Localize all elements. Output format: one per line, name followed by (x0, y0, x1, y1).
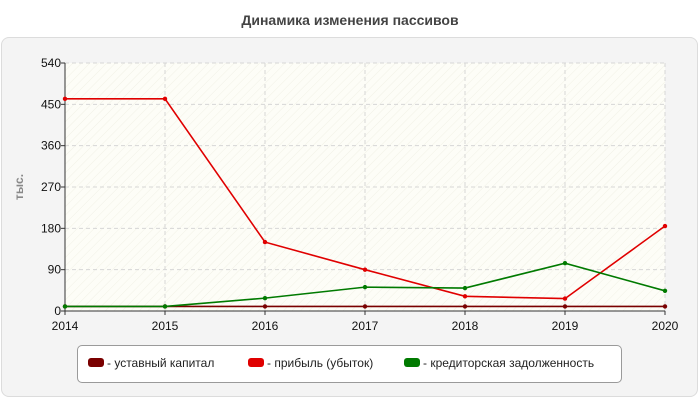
data-point (162, 304, 168, 309)
y-tick-label: 0 (54, 304, 61, 318)
x-tick-label: 2019 (552, 319, 579, 333)
y-tick-label: 450 (41, 97, 61, 111)
data-point (362, 304, 368, 309)
data-point (262, 304, 268, 309)
legend-label: - прибыль (убыток) (267, 356, 374, 370)
data-point (462, 294, 468, 299)
data-point (562, 304, 568, 309)
x-tick-label: 2020 (652, 319, 679, 333)
y-tick-label: 540 (41, 56, 61, 70)
y-tick-label: 270 (41, 180, 61, 194)
data-point (662, 223, 668, 229)
data-point (562, 296, 568, 301)
legend-item-kreditorskaya[interactable]: - кредиторская задолженность (404, 356, 594, 370)
data-point (562, 261, 568, 266)
legend-item-ustavny[interactable]: - уставный капитал (88, 356, 214, 370)
legend-label: - кредиторская задолженность (423, 356, 595, 370)
x-tick-label: 2014 (52, 319, 79, 333)
legend-item-pribyl[interactable]: - прибыль (убыток) (248, 356, 373, 370)
x-tick-label: 2018 (452, 319, 479, 333)
y-tick-label: 180 (41, 221, 61, 235)
data-point (62, 96, 68, 102)
y-tick-label: 360 (41, 139, 61, 153)
chart-legend: - уставный капитал - прибыль (убыток) - … (77, 345, 622, 383)
data-point (462, 304, 468, 309)
legend-swatch-icon (248, 358, 264, 368)
x-tick-label: 2015 (152, 319, 179, 333)
y-axis-label: тыс. (12, 174, 26, 200)
legend-swatch-icon (404, 358, 420, 368)
data-point (662, 304, 668, 309)
chart-title: Динамика изменения пассивов (241, 12, 459, 28)
legend-swatch-icon (88, 358, 104, 368)
legend-label: - уставный капитал (107, 356, 215, 370)
data-point (62, 304, 68, 309)
data-point (162, 96, 168, 102)
data-point (462, 285, 468, 291)
data-point (262, 295, 268, 301)
data-point (362, 267, 368, 272)
x-tick-label: 2016 (252, 319, 279, 333)
y-tick-label: 90 (48, 263, 62, 277)
data-point (362, 284, 368, 290)
x-tick-label: 2017 (352, 319, 379, 333)
data-point (262, 239, 268, 245)
data-point (662, 288, 668, 293)
